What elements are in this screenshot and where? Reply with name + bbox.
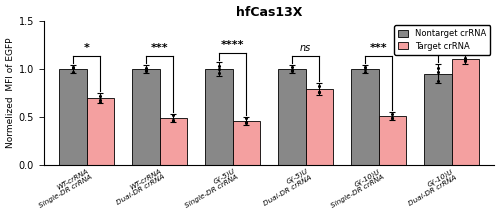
Point [142, 66, 150, 70]
Bar [452, 59, 479, 165]
Point [96, 98, 104, 101]
Point [142, 69, 150, 73]
Point [170, 119, 177, 123]
Text: ***: *** [370, 43, 388, 53]
Text: ns: ns [446, 32, 457, 42]
Y-axis label: Normelized  MFI of EGFP: Normelized MFI of EGFP [6, 38, 15, 148]
Legend: Nontarget crRNA, Target crRNA: Nontarget crRNA, Target crRNA [394, 25, 490, 55]
Text: ***: *** [151, 43, 168, 53]
Title: hfCas13X: hfCas13X [236, 6, 302, 18]
Bar [232, 121, 260, 165]
Point [215, 71, 223, 75]
Text: ns: ns [300, 43, 311, 53]
Bar [278, 69, 305, 165]
Point [434, 79, 442, 82]
Point [434, 66, 442, 70]
Bar [132, 69, 160, 165]
Point [361, 67, 369, 71]
Point [388, 116, 396, 120]
Bar [351, 69, 378, 165]
Point [434, 70, 442, 74]
Point [69, 66, 77, 70]
Point [170, 118, 177, 121]
Point [242, 121, 250, 124]
Text: *: * [84, 43, 89, 53]
Bar [86, 98, 114, 165]
Point [288, 68, 296, 72]
Point [361, 65, 369, 69]
Bar [160, 118, 187, 165]
Point [388, 116, 396, 120]
Point [316, 84, 324, 88]
Text: ****: **** [221, 40, 244, 50]
Point [361, 70, 369, 74]
Point [462, 60, 469, 63]
Bar [306, 89, 333, 165]
Point [215, 64, 223, 68]
Point [288, 69, 296, 73]
Point [242, 116, 250, 120]
Point [96, 100, 104, 103]
Bar [378, 116, 406, 165]
Point [288, 65, 296, 69]
Point [242, 120, 250, 123]
Point [388, 112, 396, 116]
Point [316, 90, 324, 94]
Point [69, 65, 77, 69]
Point [170, 113, 177, 117]
Point [316, 90, 324, 94]
Bar [205, 69, 233, 165]
Point [215, 67, 223, 71]
Point [96, 94, 104, 98]
Bar [424, 74, 452, 165]
Bar [60, 69, 86, 165]
Point [462, 56, 469, 59]
Point [142, 68, 150, 72]
Point [69, 70, 77, 74]
Point [462, 59, 469, 62]
